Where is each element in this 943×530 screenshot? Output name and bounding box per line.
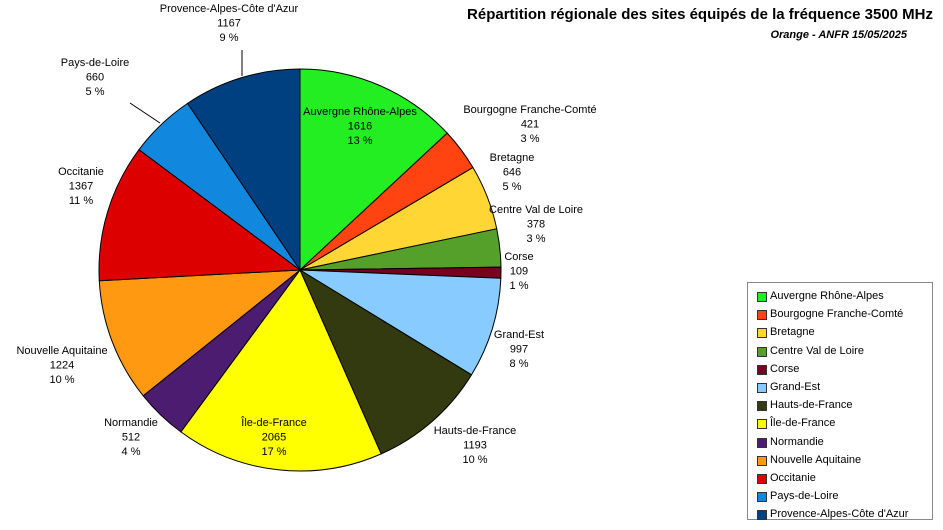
- pie-slice-5: [298, 269, 502, 376]
- chart-legend: Auvergne Rhône-Alpes Bourgogne Franche-Co…: [747, 282, 933, 523]
- legend-swatch: [757, 473, 767, 484]
- slice-label-2: Bretagne 646 5 %: [490, 152, 535, 193]
- slice-label-4: Corse 109 1 %: [504, 251, 533, 292]
- legend-swatch: [757, 310, 767, 321]
- slice-label-6: Hauts-de-France 1193 10 %: [434, 425, 517, 466]
- legend-swatch: [757, 455, 767, 466]
- legend-item-11: Pays-de-Loire: [757, 487, 932, 505]
- legend-swatch: [757, 510, 767, 521]
- legend-swatch: [757, 437, 767, 448]
- pie-slice-6: [298, 268, 473, 455]
- legend-label: Hauts-de-France: [770, 399, 853, 412]
- legend-item-5: Grand-Est: [757, 378, 932, 396]
- legend-item-3: Centre Val de Loire: [757, 342, 932, 360]
- legend-item-0: Auvergne Rhône-Alpes: [757, 287, 932, 305]
- leader-line-11: [129, 102, 161, 124]
- pie-slice-0: [299, 68, 448, 272]
- slice-label-10: Occitanie 1367 11 %: [58, 166, 104, 207]
- legend-swatch: [757, 328, 767, 339]
- legend-label: Île-de-France: [770, 417, 836, 430]
- legend-item-1: Bourgogne Franche-Comté: [757, 305, 932, 323]
- legend-label: Occitanie: [770, 471, 816, 484]
- chart-subtitle: Orange - ANFR 15/05/2025: [770, 29, 907, 41]
- legend-swatch: [757, 492, 767, 503]
- legend-swatch: [757, 419, 767, 430]
- slice-label-1: Bourgogne Franche-Comté 421 3 %: [463, 104, 596, 145]
- legend-label: Nouvelle Aquitaine: [770, 453, 862, 466]
- legend-label: Pays-de-Loire: [770, 490, 839, 503]
- slice-label-5: Grand-Est 997 8 %: [494, 329, 544, 370]
- slice-label-3: Centre Val de Loire 378 3 %: [489, 204, 583, 245]
- legend-label: Centre Val de Loire: [770, 344, 864, 357]
- legend-label: Corse: [770, 362, 800, 375]
- legend-swatch: [757, 401, 767, 412]
- legend-item-8: Normandie: [757, 433, 932, 451]
- legend-label: Auvergne Rhône-Alpes: [770, 290, 884, 302]
- legend-swatch: [757, 364, 767, 375]
- legend-item-12: Provence-Alpes-Côte d'Azur: [757, 505, 932, 523]
- legend-label: Bourgogne Franche-Comté: [770, 308, 904, 321]
- pie-slice-10: [98, 148, 302, 282]
- legend-swatch: [757, 382, 767, 393]
- legend-label: Grand-Est: [770, 380, 821, 393]
- slice-label-9: Nouvelle Aquitaine 1224 10 %: [16, 345, 107, 386]
- chart-title: Répartition régionale des sites équipés …: [467, 6, 933, 23]
- legend-label: Normandie: [770, 435, 824, 448]
- slice-label-0: Auvergne Rhône-Alpes 1616 13 %: [303, 106, 417, 147]
- slice-label-11: Pays-de-Loire 660 5 %: [61, 57, 129, 98]
- legend-item-2: Bretagne: [757, 323, 932, 341]
- legend-item-6: Hauts-de-France: [757, 396, 932, 414]
- legend-item-4: Corse: [757, 360, 932, 378]
- legend-swatch: [757, 292, 767, 302]
- pie-slice-12: [186, 68, 301, 272]
- legend-swatch: [757, 346, 767, 357]
- legend-item-10: Occitanie: [757, 469, 932, 487]
- legend-label: Provence-Alpes-Côte d'Azur: [770, 508, 909, 521]
- legend-item-9: Nouvelle Aquitaine: [757, 451, 932, 469]
- pie-slice-9: [98, 269, 302, 397]
- pie-slice-7: [180, 269, 382, 472]
- slice-label-12: Provence-Alpes-Côte d'Azur 1167 9 %: [160, 3, 299, 44]
- slice-label-7: Île-de-France 2065 17 %: [240, 416, 306, 458]
- legend-item-7: Île-de-France: [757, 414, 932, 432]
- slice-label-8: Normandie 512 4 %: [104, 417, 158, 458]
- legend-label: Bretagne: [770, 326, 815, 339]
